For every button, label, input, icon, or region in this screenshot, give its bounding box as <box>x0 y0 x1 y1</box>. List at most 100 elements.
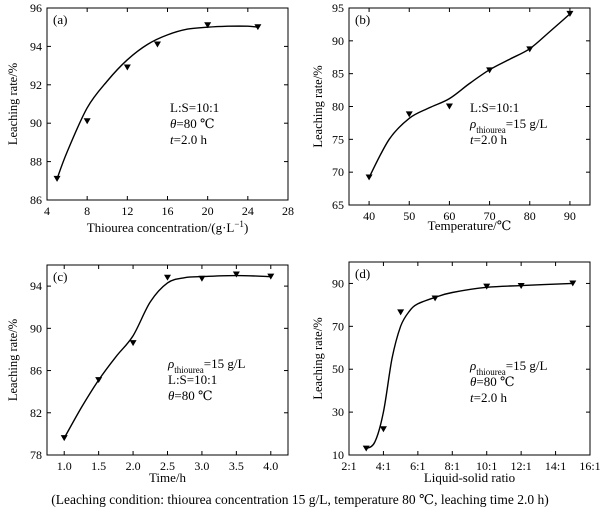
x-tick-label: 6:1 <box>410 459 425 473</box>
series-curve <box>368 13 571 178</box>
panel-label: (a) <box>53 12 67 27</box>
series-curve <box>365 282 573 450</box>
y-tick-label: 92 <box>30 78 42 92</box>
y-tick-label: 90 <box>30 116 42 130</box>
y-tick-label: 96 <box>30 1 42 15</box>
series-curve <box>63 274 271 439</box>
data-point <box>569 280 577 287</box>
annotation-line: L:S=10:1 <box>168 372 217 387</box>
y-axis-label: Leaching rate/% <box>6 63 20 145</box>
data-point <box>153 41 161 48</box>
data-point <box>362 445 370 452</box>
data-point <box>486 67 494 74</box>
x-tick-label: 8:1 <box>445 459 460 473</box>
y-tick-label: 75 <box>332 132 344 146</box>
data-point <box>254 24 262 31</box>
y-tick-label: 90 <box>332 276 344 290</box>
annotation-line: θ=80 ℃ <box>168 388 213 403</box>
data-point <box>198 275 206 282</box>
annotation-line: θ=80 ℃ <box>170 116 215 131</box>
data-point <box>60 435 68 442</box>
data-point <box>397 309 405 316</box>
figure-caption: (Leaching condition: thiourea concentrat… <box>51 492 549 507</box>
y-tick-label: 80 <box>332 100 344 114</box>
y-tick-label: 70 <box>332 165 344 179</box>
y-axis-label: Leaching rate/% <box>6 319 20 401</box>
y-tick-label: 82 <box>30 406 42 420</box>
y-tick-label: 65 <box>332 198 344 212</box>
data-point <box>526 46 534 53</box>
annotation-line: ρthiourea=15 g/L <box>469 116 547 135</box>
data-point <box>267 273 275 280</box>
x-tick-label: 24 <box>242 204 254 218</box>
x-axis-label: Thiourea concentration/(g·L−1) <box>87 219 249 235</box>
y-tick-label: 94 <box>30 279 42 293</box>
plot-frame <box>46 7 289 201</box>
x-tick-label: 1.5 <box>91 459 106 473</box>
plot-frame <box>348 261 591 456</box>
data-point <box>123 64 131 71</box>
x-axis-label: Temperature/℃ <box>428 218 512 233</box>
x-tick-label: 70 <box>484 209 496 223</box>
x-tick-label: 60 <box>443 209 455 223</box>
data-point <box>53 175 61 182</box>
x-tick-label: 50 <box>403 209 415 223</box>
panel-c: 1.0 1.5 2.0 2.5 3.0 3.5 4.0 78 82 86 90 94 (c) Leachi… <box>6 264 289 485</box>
x-tick-label: 3.0 <box>194 459 209 473</box>
x-tick-label: 4.0 <box>263 459 278 473</box>
x-tick-label: 90 <box>564 209 576 223</box>
x-tick-label: 2.0 <box>126 459 141 473</box>
y-tick-label: 86 <box>30 364 42 378</box>
data-point <box>365 174 373 181</box>
x-tick-label: 1.0 <box>57 459 72 473</box>
annotation-line: L:S=10:1 <box>170 100 219 115</box>
x-tick-label: 14:1 <box>545 459 566 473</box>
y-axis-label: Leaching rate/% <box>311 65 325 147</box>
x-tick-label: 2:1 <box>341 459 356 473</box>
x-tick-label: 4:1 <box>376 459 391 473</box>
x-tick-label: 80 <box>524 209 536 223</box>
x-tick-label: 4 <box>44 204 50 218</box>
data-point <box>232 271 240 278</box>
panel-label: (b) <box>355 12 370 27</box>
x-tick-label: 10:1 <box>476 459 497 473</box>
x-tick-label: 3.5 <box>229 459 244 473</box>
y-tick-label: 30 <box>332 405 344 419</box>
x-tick-label: 40 <box>363 209 375 223</box>
y-tick-label: 10 <box>332 448 344 462</box>
data-point <box>445 103 453 110</box>
y-tick-label: 88 <box>30 155 42 169</box>
annotation-line: ρthiourea=15 g/L <box>469 358 547 377</box>
data-point <box>379 426 387 433</box>
data-point <box>405 111 413 118</box>
data-point <box>95 377 103 384</box>
annotation-line: ρthiourea=15 g/L <box>167 356 245 375</box>
x-tick-label: 2.5 <box>160 459 175 473</box>
x-tick-label: 12 <box>121 204 133 218</box>
data-point <box>483 283 491 290</box>
x-tick-label: 12:1 <box>510 459 531 473</box>
x-axis-label: Time/h <box>149 470 187 485</box>
panel-a: 4 8 12 16 20 24 28 86 88 90 92 94 96 (a) Leaching rate… <box>6 1 294 235</box>
x-tick-label: 16:1 <box>579 459 600 473</box>
y-tick-label: 50 <box>332 362 344 376</box>
annotation-line: L:S=10:1 <box>470 100 519 115</box>
x-axis-label: Liquid-solid ratio <box>424 470 515 485</box>
data-point <box>431 295 439 302</box>
annotation-line: t=2.0 h <box>470 390 507 405</box>
x-tick-label: 28 <box>282 204 294 218</box>
x-tick-label: 20 <box>202 204 214 218</box>
data-point <box>129 340 137 347</box>
panel-d: 2:1 4:1 6:1 8:1 10:1 12:1 14:1 16:1 10 30 50 70 90 (d… <box>311 261 600 485</box>
panel-label: (c) <box>53 269 67 284</box>
data-point <box>83 118 91 125</box>
panel-label: (d) <box>355 266 370 281</box>
data-point <box>566 10 574 17</box>
data-point <box>517 283 525 289</box>
y-tick-label: 70 <box>332 319 344 333</box>
y-tick-label: 94 <box>30 39 42 53</box>
y-tick-label: 78 <box>30 448 42 462</box>
annotation-line: θ=80 ℃ <box>470 374 515 389</box>
data-point <box>164 274 171 281</box>
